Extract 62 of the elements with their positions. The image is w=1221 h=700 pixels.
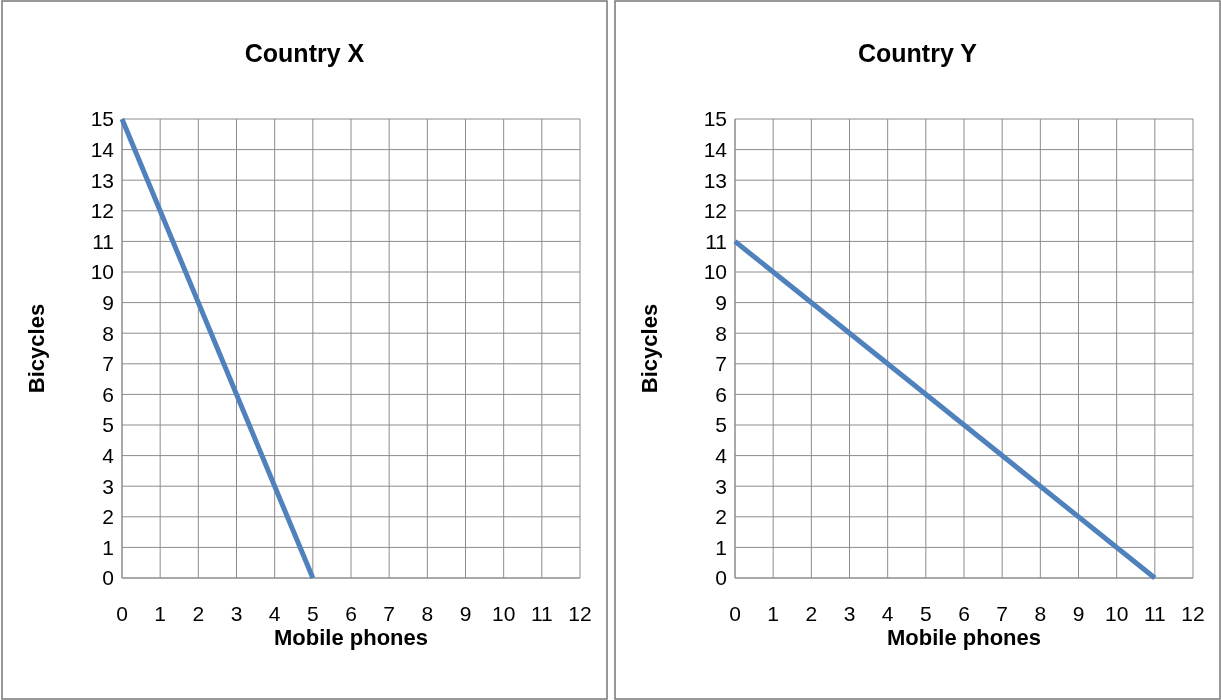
y-tick-label: 12 [90,199,114,223]
y-tick-label: 15 [90,107,114,131]
y-axis-title: Bicycles [637,303,662,394]
x-tick-label: 7 [383,602,396,625]
y-tick-label: 14 [703,137,728,161]
x-tick-label: 1 [767,602,780,625]
y-tick-label: 1 [102,535,114,559]
y-axis-title: Bicycles [24,303,49,394]
x-tick-label: 10 [491,602,516,625]
y-tick-label: 0 [102,566,114,590]
x-tick-label: 4 [881,602,894,625]
x-axis-title: Mobile phones [887,625,1041,650]
y-tick-label: 0 [715,566,727,590]
y-tick-label: 4 [102,443,115,467]
y-tick-label: 11 [92,229,114,253]
y-tick-label: 1 [715,535,727,559]
y-tick-label: 15 [703,107,727,131]
y-tick-label: 12 [703,199,727,223]
y-tick-label: 9 [102,290,114,314]
x-tick-label: 3 [843,602,856,625]
x-tick-label: 7 [996,602,1009,625]
y-tick-label: 5 [102,413,114,437]
x-axis-title: Mobile phones [274,625,428,650]
x-tick-label: 6 [345,602,357,625]
x-tick-label: 3 [230,602,243,625]
y-tick-label: 4 [715,443,728,467]
x-tick-label: 9 [459,602,472,625]
y-tick-label: 6 [715,382,727,406]
x-tick-label: 12 [568,602,592,625]
x-tick-label: 8 [1034,602,1047,625]
x-tick-label: 11 [530,602,553,625]
chart-title: Country X [244,39,365,67]
y-tick-label: 2 [715,505,727,529]
chart-title: Country Y [858,39,978,67]
y-tick-label: 9 [715,290,727,314]
y-tick-label: 10 [703,260,727,284]
x-tick-label: 6 [958,602,970,625]
y-tick-label: 3 [715,474,727,498]
x-tick-label: 2 [192,602,205,625]
y-tick-label: 14 [90,137,115,161]
y-tick-label: 7 [715,352,727,376]
y-tick-label: 8 [102,321,114,345]
y-tick-label: 5 [715,413,727,437]
x-tick-label: 11 [1143,602,1166,625]
y-tick-label: 2 [102,505,114,529]
x-tick-label: 8 [421,602,434,625]
x-tick-label: 5 [306,602,319,625]
y-tick-label: 6 [102,382,114,406]
y-tick-label: 8 [715,321,727,345]
y-tick-label: 7 [102,352,114,376]
y-tick-label: 13 [90,168,114,192]
x-tick-label: 4 [268,602,281,625]
x-tick-label: 5 [919,602,932,625]
x-tick-label: 2 [805,602,818,625]
y-tick-label: 3 [102,474,114,498]
y-tick-label: 11 [705,229,727,253]
x-tick-label: 10 [1104,602,1129,625]
x-tick-label: 9 [1072,602,1085,625]
y-tick-label: 13 [703,168,727,192]
y-tick-label: 10 [90,260,114,284]
x-tick-label: 1 [154,602,167,625]
x-tick-label: 12 [1181,602,1205,625]
